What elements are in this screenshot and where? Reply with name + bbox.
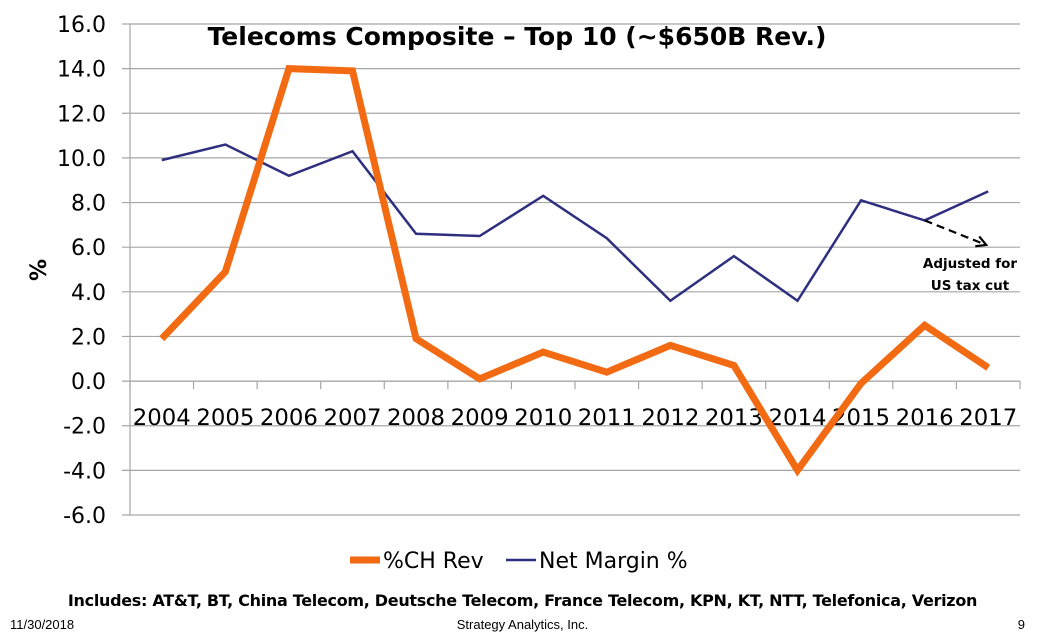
- gridlines: [122, 23, 1020, 516]
- x-tick-label: 2016: [896, 406, 954, 431]
- y-axis-label: %: [27, 259, 52, 281]
- y-tick-label: 0.0: [71, 370, 106, 395]
- annotation-text: US tax cut: [931, 278, 1010, 294]
- y-tick-label: -6.0: [63, 504, 106, 529]
- footer-company: Strategy Analytics, Inc.: [456, 617, 589, 632]
- y-tick-label: -4.0: [63, 459, 106, 484]
- legend-label-net-margin: Net Margin %: [539, 549, 688, 574]
- y-tick-label: 14.0: [57, 58, 106, 83]
- series-line-net-margin: [161, 143, 989, 303]
- y-axis-ticks: 16.0 14.0 12.0 10.0 8.0 6.0 4.0 2.0 0.0 -2.0 -4.0 -…: [57, 13, 106, 529]
- includes-note: Includes: AT&T, BT, China Telecom, Deuts…: [67, 591, 978, 610]
- y-tick-label: 8.0: [71, 192, 106, 217]
- x-tick-label: 2005: [196, 406, 254, 431]
- annotation-text: Adjusted for: [923, 256, 1018, 272]
- y-tick-label: 10.0: [57, 147, 106, 172]
- annotation-arrowhead: [975, 235, 989, 248]
- y-tick-label: 16.0: [57, 13, 106, 38]
- series-lines: [159, 65, 991, 477]
- x-tick-label: 2007: [324, 406, 382, 431]
- y-tick-label: 4.0: [71, 281, 106, 306]
- axes: [129, 24, 1021, 515]
- x-tick-label: 2013: [705, 406, 763, 431]
- y-tick-label: -2.0: [63, 415, 106, 440]
- x-tick-label: 2012: [641, 406, 699, 431]
- x-tick-label: 2008: [387, 406, 445, 431]
- x-tick-label: 2011: [578, 406, 636, 431]
- legend: %CH Rev Net Margin %: [350, 549, 688, 574]
- x-axis-ticks: 2004 2005 2006 2007 2008 2009 2010 2011 2012 2013…: [133, 406, 1017, 431]
- page-number: 9: [1017, 617, 1025, 632]
- y-tick-label: 2.0: [71, 325, 106, 350]
- annotation: Adjusted for US tax cut: [923, 219, 1018, 294]
- x-tick-label: 2009: [451, 406, 509, 431]
- y-tick-label: 12.0: [57, 102, 106, 127]
- legend-label-ch-rev: %CH Rev: [383, 549, 484, 574]
- y-tick-label: 6.0: [71, 236, 106, 261]
- x-tick-label: 2006: [260, 406, 318, 431]
- x-tick-label: 2010: [514, 406, 572, 431]
- x-tick-label: 2017: [959, 406, 1017, 431]
- x-tick-label: 2004: [133, 406, 191, 431]
- footer-date: 11/30/2018: [10, 617, 75, 632]
- chart-title: Telecoms Composite – Top 10 (~$650B Rev.…: [208, 22, 827, 51]
- annotation-arrow-line: [924, 219, 987, 246]
- series-line-ch-rev: [159, 65, 991, 477]
- x-tick-label: 2014: [769, 406, 827, 431]
